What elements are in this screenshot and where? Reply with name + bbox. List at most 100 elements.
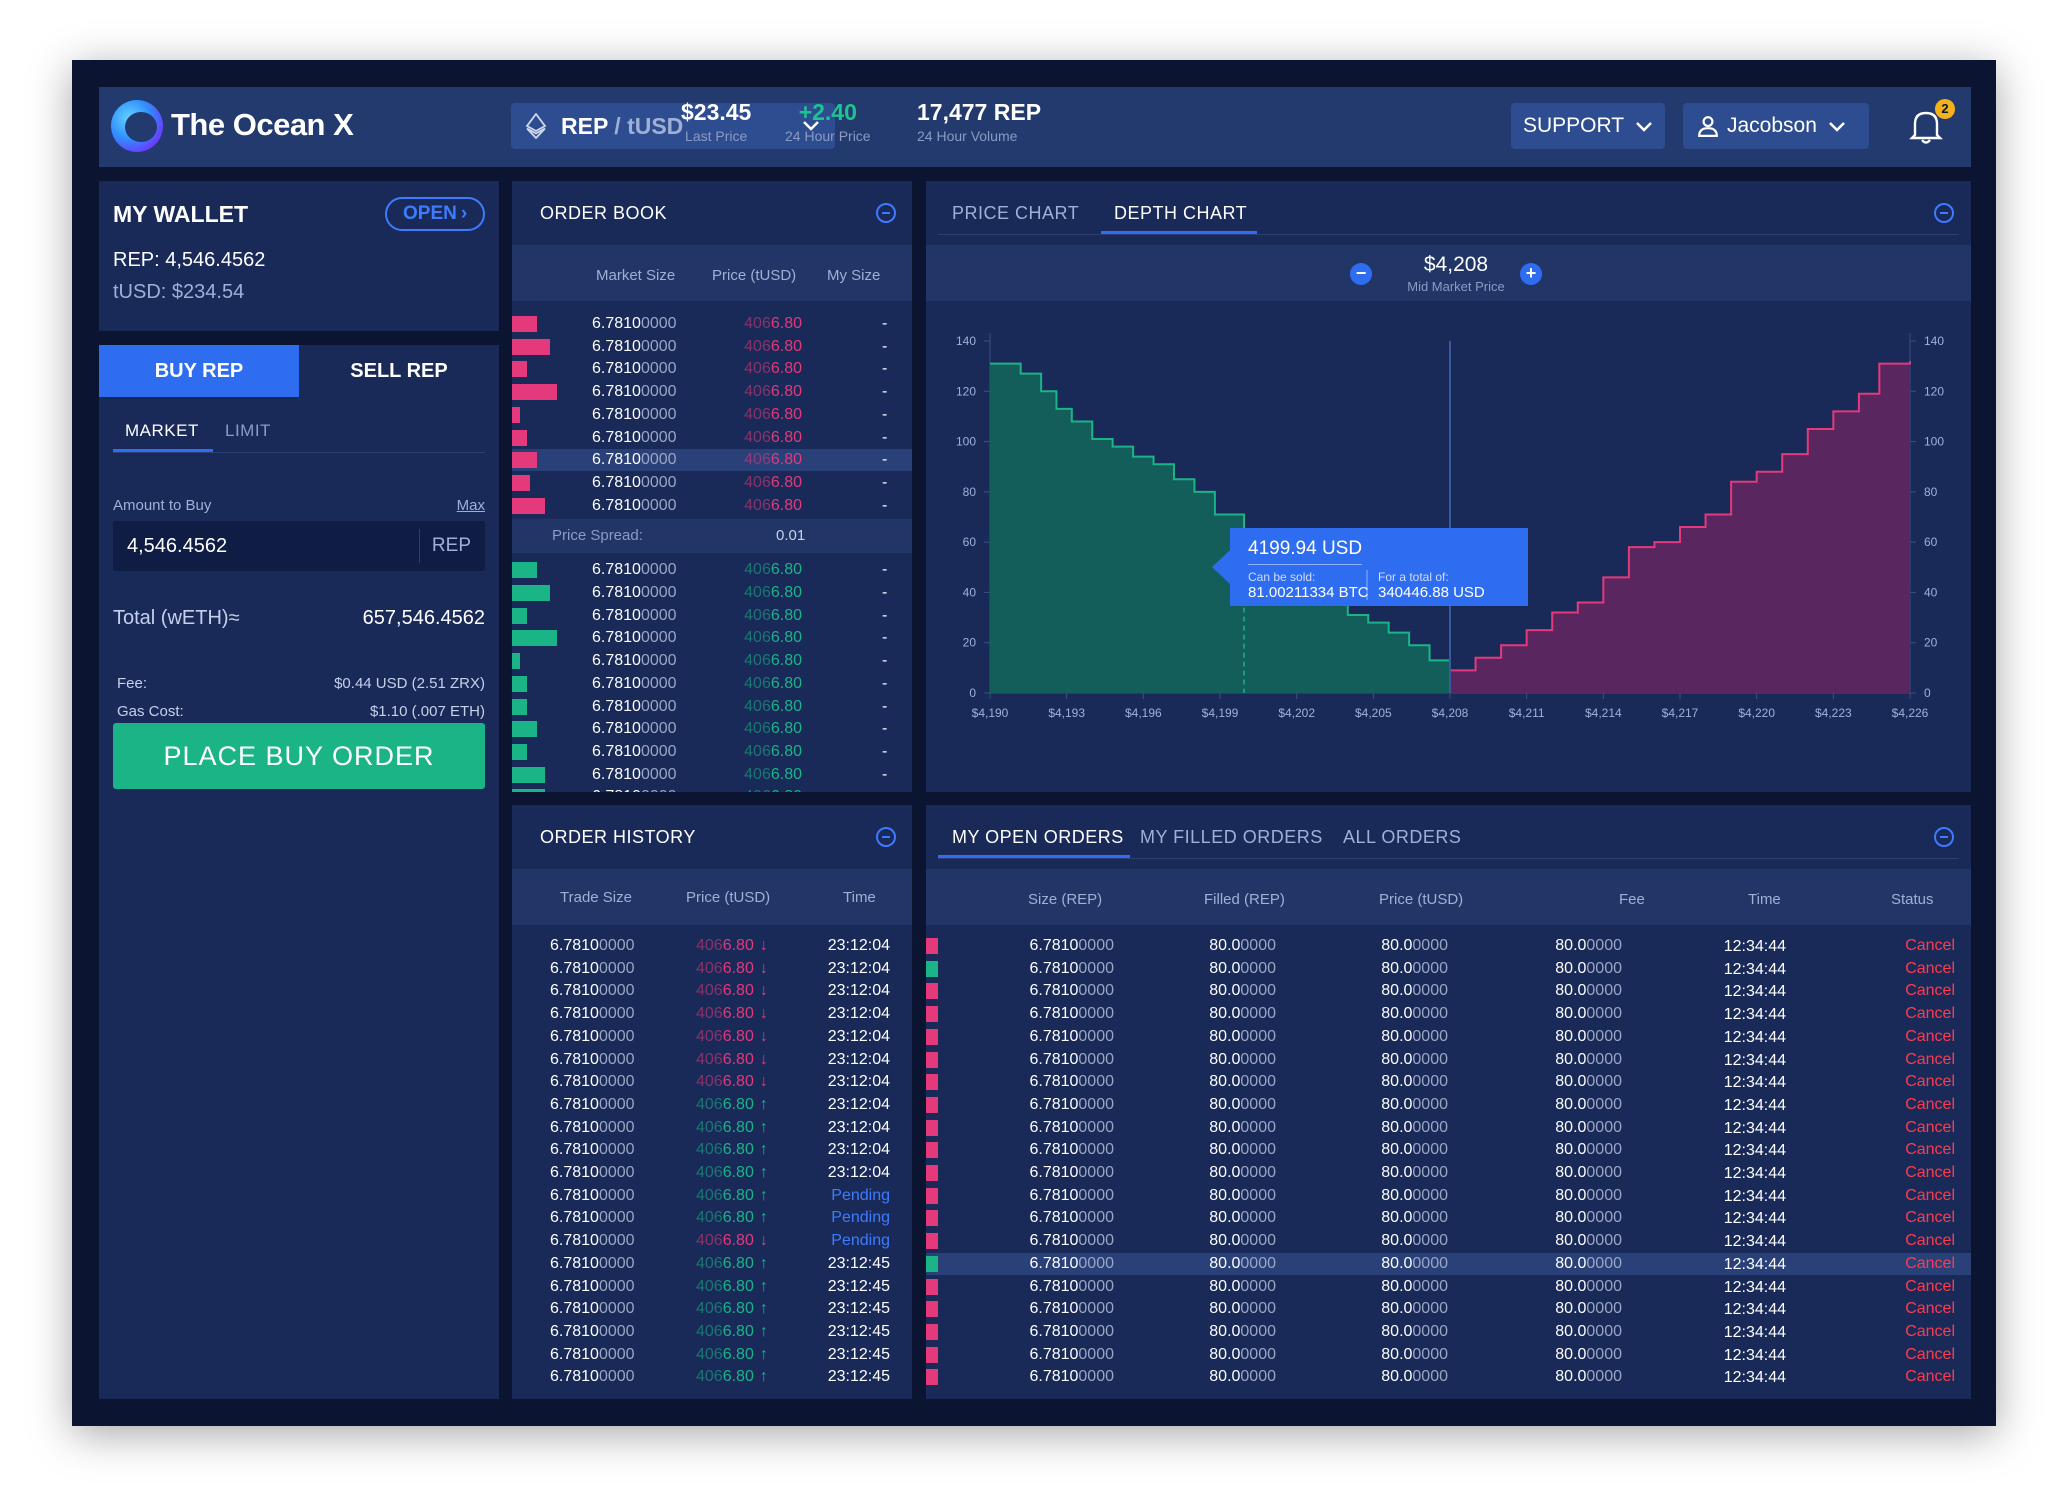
- open-order-row[interactable]: 6.78100000 80.00000 80.00000 80.00000 12:34:…: [926, 1071, 1971, 1093]
- open-order-row[interactable]: 6.78100000 80.00000 80.00000 80.00000 12:34:…: [926, 1366, 1971, 1388]
- cancel-link[interactable]: Cancel: [1905, 1345, 1955, 1363]
- history-row[interactable]: 6.78100000 4066.80 ↑ 23:12:45: [512, 1298, 912, 1320]
- history-row[interactable]: 6.78100000 4066.80 ↓ 23:12:04: [512, 935, 912, 957]
- open-order-row[interactable]: 6.78100000 80.00000 80.00000 80.00000 12:34:…: [926, 1162, 1971, 1184]
- cancel-link[interactable]: Cancel: [1905, 1232, 1955, 1250]
- order-book-row[interactable]: 6.78100000 4066.80 -: [512, 495, 912, 517]
- order-book-row[interactable]: 6.78100000 4066.80 -: [512, 381, 912, 403]
- cancel-link[interactable]: Cancel: [1905, 1005, 1955, 1023]
- collapse-icon[interactable]: [1934, 203, 1954, 223]
- order-book-row[interactable]: 6.78100000 4066.80 -: [512, 786, 912, 792]
- cancel-link[interactable]: Cancel: [1905, 1300, 1955, 1318]
- order-book-row[interactable]: 6.78100000 4066.80 -: [512, 313, 912, 335]
- order-book-row[interactable]: 6.78100000 4066.80 -: [512, 449, 912, 472]
- history-row[interactable]: 6.78100000 4066.80 ↑ 23:12:45: [512, 1366, 912, 1388]
- zoom-out-button[interactable]: −: [1350, 263, 1372, 285]
- cancel-link[interactable]: Cancel: [1905, 1186, 1955, 1204]
- open-order-row[interactable]: 6.78100000 80.00000 80.00000 80.00000 12:34:…: [926, 980, 1971, 1002]
- tab-limit[interactable]: LIMIT: [225, 421, 271, 440]
- history-row[interactable]: 6.78100000 4066.80 ↓ 23:12:04: [512, 980, 912, 1002]
- collapse-icon[interactable]: [1934, 827, 1954, 847]
- order-book-row[interactable]: 6.78100000 4066.80 -: [512, 582, 912, 604]
- collapse-icon[interactable]: [876, 827, 896, 847]
- open-order-row[interactable]: 6.78100000 80.00000 80.00000 80.00000 12:34:…: [926, 1003, 1971, 1025]
- history-row[interactable]: 6.78100000 4066.80 ↓ 23:12:04: [512, 958, 912, 980]
- tab-all-orders[interactable]: ALL ORDERS: [1343, 827, 1462, 847]
- history-row[interactable]: 6.78100000 4066.80 ↑ 23:12:04: [512, 1139, 912, 1161]
- open-order-row[interactable]: 6.78100000 80.00000 80.00000 80.00000 12:34:…: [926, 935, 1971, 957]
- order-book-row[interactable]: 6.78100000 4066.80 -: [512, 696, 912, 718]
- history-row[interactable]: 6.78100000 4066.80 ↑ 23:12:45: [512, 1321, 912, 1343]
- support-menu[interactable]: SUPPORT: [1511, 103, 1665, 149]
- cancel-link[interactable]: Cancel: [1905, 1027, 1955, 1045]
- history-row[interactable]: 6.78100000 4066.80 ↓ 23:12:04: [512, 1003, 912, 1025]
- tab-buy-rep[interactable]: BUY REP: [99, 345, 299, 397]
- history-row[interactable]: 6.78100000 4066.80 ↑ 23:12:45: [512, 1253, 912, 1275]
- history-row[interactable]: 6.78100000 4066.80 ↑ 23:12:45: [512, 1276, 912, 1298]
- order-book-row[interactable]: 6.78100000 4066.80 -: [512, 336, 912, 358]
- order-book-row[interactable]: 6.78100000 4066.80 -: [512, 559, 912, 581]
- tab-my-filled-orders[interactable]: MY FILLED ORDERS: [1140, 827, 1323, 847]
- cancel-link[interactable]: Cancel: [1905, 982, 1955, 1000]
- history-row[interactable]: 6.78100000 4066.80 ↑ 23:12:04: [512, 1094, 912, 1116]
- cancel-link[interactable]: Cancel: [1905, 1322, 1955, 1340]
- open-order-row[interactable]: 6.78100000 80.00000 80.00000 80.00000 12:34:…: [926, 1276, 1971, 1298]
- history-row[interactable]: 6.78100000 4066.80 ↓ 23:12:04: [512, 1071, 912, 1093]
- order-book-row[interactable]: 6.78100000 4066.80 -: [512, 741, 912, 763]
- place-buy-order-button[interactable]: PLACE BUY ORDER: [113, 723, 485, 789]
- history-row[interactable]: 6.78100000 4066.80 ↑ Pending: [512, 1207, 912, 1229]
- cancel-link[interactable]: Cancel: [1905, 1254, 1955, 1272]
- order-book-row[interactable]: 6.78100000 4066.80 -: [512, 718, 912, 740]
- open-order-row[interactable]: 6.78100000 80.00000 80.00000 80.00000 12:34:…: [926, 1026, 1971, 1048]
- tab-depth-chart[interactable]: DEPTH CHART: [1114, 203, 1248, 223]
- amount-input[interactable]: 4,546.4562 REP: [113, 521, 485, 571]
- collapse-icon[interactable]: [876, 203, 896, 223]
- open-order-row[interactable]: 6.78100000 80.00000 80.00000 80.00000 12:34:…: [926, 1298, 1971, 1320]
- order-book-row[interactable]: 6.78100000 4066.80 -: [512, 605, 912, 627]
- open-order-row[interactable]: 6.78100000 80.00000 80.00000 80.00000 12:34:…: [926, 1207, 1971, 1229]
- max-link[interactable]: Max: [456, 497, 485, 514]
- cancel-link[interactable]: Cancel: [1905, 959, 1955, 977]
- order-book-row[interactable]: 6.78100000 4066.80 -: [512, 627, 912, 649]
- cancel-link[interactable]: Cancel: [1905, 1095, 1955, 1113]
- bell-icon[interactable]: [1909, 107, 1943, 145]
- brand-name[interactable]: The Ocean X: [171, 107, 354, 142]
- cancel-link[interactable]: Cancel: [1905, 1141, 1955, 1159]
- history-row[interactable]: 6.78100000 4066.80 ↑ 23:12:04: [512, 1162, 912, 1184]
- zoom-in-button[interactable]: +: [1520, 263, 1542, 285]
- order-book-row[interactable]: 6.78100000 4066.80 -: [512, 427, 912, 449]
- tab-sell-rep[interactable]: SELL REP: [299, 345, 499, 397]
- open-order-row[interactable]: 6.78100000 80.00000 80.00000 80.00000 12:34:…: [926, 958, 1971, 980]
- open-order-row[interactable]: 6.78100000 80.00000 80.00000 80.00000 12:34:…: [926, 1094, 1971, 1116]
- cancel-link[interactable]: Cancel: [1905, 937, 1955, 954]
- cancel-link[interactable]: Cancel: [1905, 1073, 1955, 1091]
- cancel-link[interactable]: Cancel: [1905, 1164, 1955, 1181]
- history-row[interactable]: 6.78100000 4066.80 ↑ 23:12:04: [512, 1117, 912, 1139]
- tab-price-chart[interactable]: PRICE CHART: [952, 203, 1080, 223]
- order-book-row[interactable]: 6.78100000 4066.80 -: [512, 472, 912, 494]
- open-order-row[interactable]: 6.78100000 80.00000 80.00000 80.00000 12:34:…: [926, 1344, 1971, 1366]
- tab-my-open-orders[interactable]: MY OPEN ORDERS: [952, 827, 1124, 847]
- open-order-row[interactable]: 6.78100000 80.00000 80.00000 80.00000 12:34:…: [926, 1049, 1971, 1071]
- user-menu[interactable]: Jacobson: [1683, 103, 1869, 149]
- history-row[interactable]: 6.78100000 4066.80 ↓ Pending: [512, 1230, 912, 1252]
- order-book-row[interactable]: 6.78100000 4066.80 -: [512, 673, 912, 695]
- open-order-row[interactable]: 6.78100000 80.00000 80.00000 80.00000 12:34:…: [926, 1321, 1971, 1343]
- order-book-row[interactable]: 6.78100000 4066.80 -: [512, 764, 912, 786]
- cancel-link[interactable]: Cancel: [1905, 1368, 1955, 1386]
- open-order-row[interactable]: 6.78100000 80.00000 80.00000 80.00000 12:34:…: [926, 1252, 1971, 1275]
- cancel-link[interactable]: Cancel: [1905, 1277, 1955, 1295]
- open-order-row[interactable]: 6.78100000 80.00000 80.00000 80.00000 12:34:…: [926, 1139, 1971, 1161]
- open-order-row[interactable]: 6.78100000 80.00000 80.00000 80.00000 12:34:…: [926, 1117, 1971, 1139]
- open-order-row[interactable]: 6.78100000 80.00000 80.00000 80.00000 12:34:…: [926, 1230, 1971, 1252]
- ocean-logo-icon[interactable]: [111, 100, 163, 152]
- history-row[interactable]: 6.78100000 4066.80 ↑ 23:12:45: [512, 1344, 912, 1366]
- cancel-link[interactable]: Cancel: [1905, 1209, 1955, 1227]
- cancel-link[interactable]: Cancel: [1905, 1118, 1955, 1136]
- history-row[interactable]: 6.78100000 4066.80 ↑ Pending: [512, 1185, 912, 1207]
- pair-selector[interactable]: REP / tUSD: [511, 103, 835, 149]
- history-row[interactable]: 6.78100000 4066.80 ↓ 23:12:04: [512, 1026, 912, 1048]
- order-book-row[interactable]: 6.78100000 4066.80 -: [512, 358, 912, 380]
- open-order-row[interactable]: 6.78100000 80.00000 80.00000 80.00000 12:34:…: [926, 1185, 1971, 1207]
- order-book-row[interactable]: 6.78100000 4066.80 -: [512, 404, 912, 426]
